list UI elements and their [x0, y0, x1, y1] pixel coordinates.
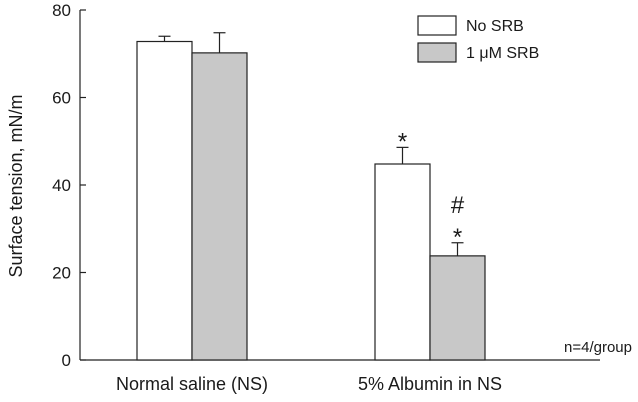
x-category-label: 5% Albumin in NS: [358, 374, 502, 394]
x-category-label: Normal saline (NS): [116, 374, 268, 394]
sample-size-note: n=4/group: [564, 339, 632, 356]
legend-label: 1 μM SRB: [466, 45, 539, 62]
bar: [374, 163, 431, 361]
legend-label: No SRB: [466, 18, 524, 35]
legend-swatch: [417, 42, 457, 63]
y-tick-label: 80: [52, 1, 71, 20]
y-tick-label: 20: [52, 264, 71, 283]
significance-hash: #: [451, 192, 465, 219]
legend-swatch: [417, 15, 457, 36]
legend: No SRB 1 μM SRB: [417, 15, 539, 63]
y-axis-title: Surface tension, mN/m: [6, 94, 26, 277]
y-tick-label: 0: [62, 351, 71, 370]
bar: [429, 255, 486, 361]
significance-asterisk: *: [398, 128, 407, 155]
y-tick-label: 60: [52, 89, 71, 108]
y-tick-label: 40: [52, 176, 71, 195]
plot-area: 0 20 40 60 80 Normal saline (NS) 5% Albumin in…: [52, 1, 600, 394]
significance-asterisk: *: [453, 224, 462, 251]
bar: [191, 52, 248, 361]
bar: [136, 40, 193, 361]
